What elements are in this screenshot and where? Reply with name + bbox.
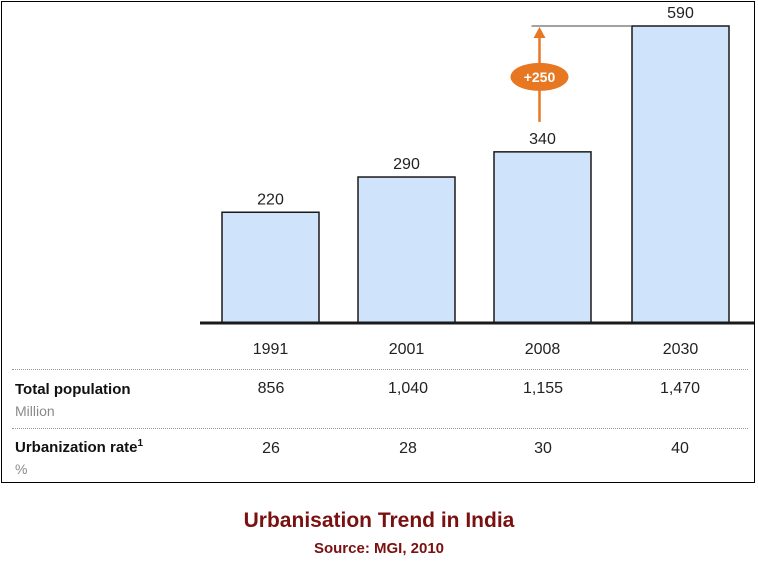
value-label-2008: 340: [529, 131, 556, 148]
tick-label-2001: 2001: [389, 341, 425, 358]
bar-chart: 220 1991 290 2001 340 2008 590 2030 +250: [200, 5, 754, 358]
caption-title: Urbanisation Trend in India: [243, 509, 515, 532]
table-cell-urbanization-2001: 28: [399, 440, 417, 457]
bar-2030: [631, 25, 730, 324]
table-cell-population-2030: 1,470: [659, 380, 701, 397]
chart-frame: 220 1991 290 2001 340 2008 590 2030 +250 Total p…: [1, 1, 755, 483]
table-cell-urbanization-2030: 40: [671, 440, 689, 457]
row-title-total-population: Total population: [15, 381, 131, 398]
table-cell-urbanization-2008: 30: [534, 440, 552, 457]
table-cell-population-2008: 1,155: [522, 380, 564, 397]
tick-label-2030: 2030: [663, 341, 699, 358]
row-unit-percent: %: [15, 461, 28, 477]
value-label-2001: 290: [393, 156, 420, 173]
table-cell-population-1991: 856: [257, 380, 285, 397]
row-title-urbanization-rate: Urbanization rate1: [15, 438, 144, 456]
annotation-arrow-head: [533, 27, 546, 38]
value-label-2030: 590: [667, 5, 694, 22]
table-divider-top: [12, 369, 748, 370]
value-label-1991: 220: [257, 191, 284, 208]
tick-label-2008: 2008: [525, 341, 561, 358]
bar-2001: [357, 176, 456, 324]
row-unit-million: Million: [15, 403, 55, 419]
bar-1991: [221, 211, 320, 324]
table-divider-middle: [12, 428, 748, 429]
bar-2008: [493, 151, 592, 324]
caption-source: Source: MGI, 2010: [313, 540, 445, 557]
tick-label-1991: 1991: [253, 341, 289, 358]
annotation-badge: [510, 62, 569, 91]
annotation-label: +250: [524, 69, 556, 85]
table-cell-population-2001: 1,040: [387, 380, 429, 397]
table-cell-urbanization-1991: 26: [262, 440, 280, 457]
